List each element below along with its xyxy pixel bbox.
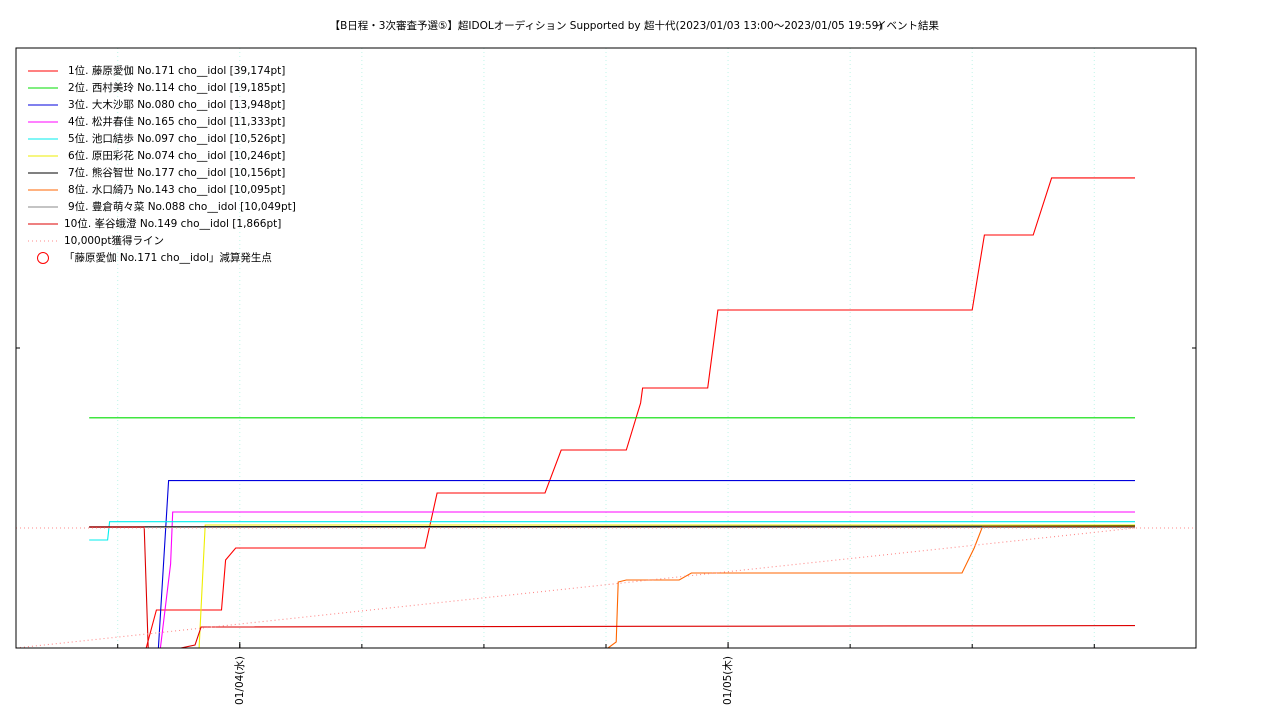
legend-label: 5位. 池口結歩 No.097 cho__idol [10,526pt] <box>68 132 285 145</box>
chart-title: 【B日程・3次審査予選⑤】超IDOLオーディション Supported by 超… <box>330 19 883 32</box>
series-line <box>16 527 1136 648</box>
series-line <box>198 524 1135 648</box>
legend-marker <box>37 252 49 264</box>
legend-label: 7位. 熊谷智世 No.177 cho__idol [10,156pt] <box>68 166 285 179</box>
x-tick-label: 01/04(水) <box>234 656 246 705</box>
series-line <box>159 511 1135 648</box>
legend-label: 「藤原愛伽 No.171 cho__idol」減算発生点 <box>64 251 272 264</box>
legend-label: 3位. 大木沙耶 No.080 cho__idol [13,948pt] <box>68 98 285 111</box>
legend-label: 10位. 峯谷蛾澄 No.149 cho__idol [1,866pt] <box>64 217 281 230</box>
legend-label: 8位. 水口綺乃 No.143 cho__idol [10,095pt] <box>68 183 285 196</box>
series-line <box>157 480 1135 648</box>
legend-label: 6位. 原田彩花 No.074 cho__idol [10,246pt] <box>68 149 285 162</box>
legend-label: 2位. 西村美玲 No.114 cho__idol [19,185pt] <box>68 81 285 94</box>
x-tick-label: 01/05(木) <box>722 656 734 705</box>
legend-label: 10,000pt獲得ライン <box>64 234 164 247</box>
chart-subtitle: イベント結果 <box>876 19 939 32</box>
legend-label: 9位. 豊倉萌々菜 No.088 cho__idol [10,049pt] <box>68 200 296 213</box>
series-line <box>89 521 1135 541</box>
series-line <box>607 526 1135 648</box>
legend-label: 4位. 松井春佳 No.165 cho__idol [11,333pt] <box>68 115 285 128</box>
series-line <box>89 525 1136 528</box>
series-line <box>89 526 1136 648</box>
legend-label: 1位. 藤原愛伽 No.171 cho__idol [39,174pt] <box>68 64 285 77</box>
plot-frame <box>15 47 1197 649</box>
plot <box>16 177 1196 648</box>
series-line <box>145 177 1135 648</box>
